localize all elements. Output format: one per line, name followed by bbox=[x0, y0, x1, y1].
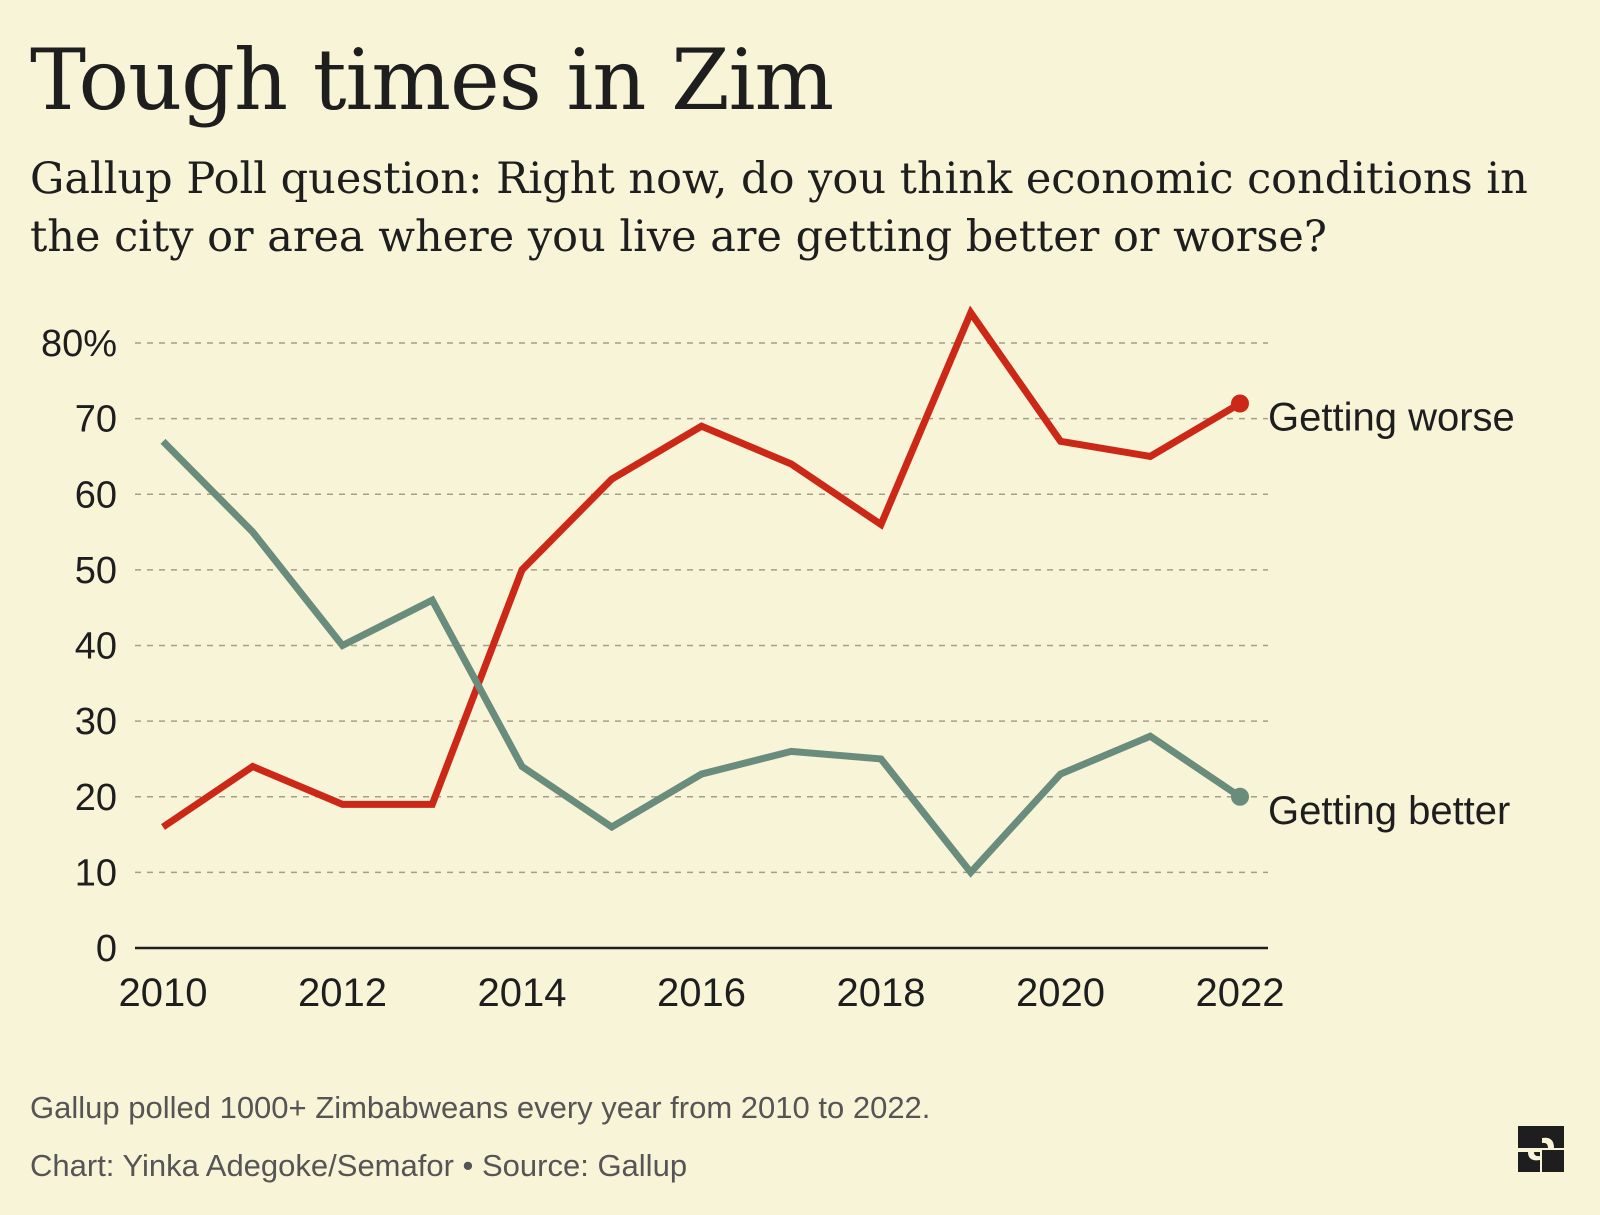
y-tick-label: 50 bbox=[75, 550, 117, 592]
series-lines bbox=[160, 305, 1249, 878]
y-tick-label: 20 bbox=[75, 777, 117, 819]
series-line-getting-better bbox=[160, 438, 1242, 878]
series-label-getting-worse: Getting worse bbox=[1268, 396, 1515, 440]
x-tick-label: 2020 bbox=[1016, 971, 1105, 1015]
chart-subtitle: Gallup Poll question: Right now, do you … bbox=[30, 154, 1528, 262]
x-tick-label: 2018 bbox=[837, 971, 926, 1015]
x-tick-label: 2022 bbox=[1196, 971, 1285, 1015]
y-tick-label: 80% bbox=[41, 323, 117, 365]
x-tick-label: 2016 bbox=[657, 971, 746, 1015]
y-tick-label: 0 bbox=[96, 928, 117, 970]
footnote: Gallup polled 1000+ Zimbabweans every ye… bbox=[30, 1090, 931, 1125]
y-axis-tick-labels: 0 10 20 30 40 50 60 70 80% bbox=[41, 323, 117, 970]
series-end-point-getting-worse bbox=[1231, 394, 1249, 413]
series-labels: Getting worse Getting better bbox=[1268, 396, 1515, 833]
chart-credit: Chart: Yinka Adegoke/Semafor • Source: G… bbox=[30, 1148, 688, 1183]
y-tick-label: 10 bbox=[75, 852, 117, 894]
x-tick-label: 2014 bbox=[478, 971, 567, 1015]
chart-title: Tough times in Zim bbox=[30, 31, 834, 129]
y-tick-label: 70 bbox=[75, 399, 117, 441]
series-end-point-getting-better bbox=[1231, 787, 1249, 806]
y-tick-label: 40 bbox=[75, 626, 117, 668]
x-axis-tick-labels: 2010 2012 2014 2016 2018 2020 2022 bbox=[119, 971, 1285, 1015]
series-label-getting-better: Getting better bbox=[1268, 789, 1510, 833]
x-tick-label: 2010 bbox=[119, 971, 208, 1015]
y-tick-label: 30 bbox=[75, 701, 117, 743]
semafor-logo-icon bbox=[1518, 1126, 1564, 1172]
y-tick-label: 60 bbox=[75, 474, 117, 516]
x-tick-label: 2012 bbox=[298, 971, 387, 1015]
grid-lines bbox=[135, 342, 1268, 950]
series-line-getting-worse bbox=[161, 305, 1242, 830]
